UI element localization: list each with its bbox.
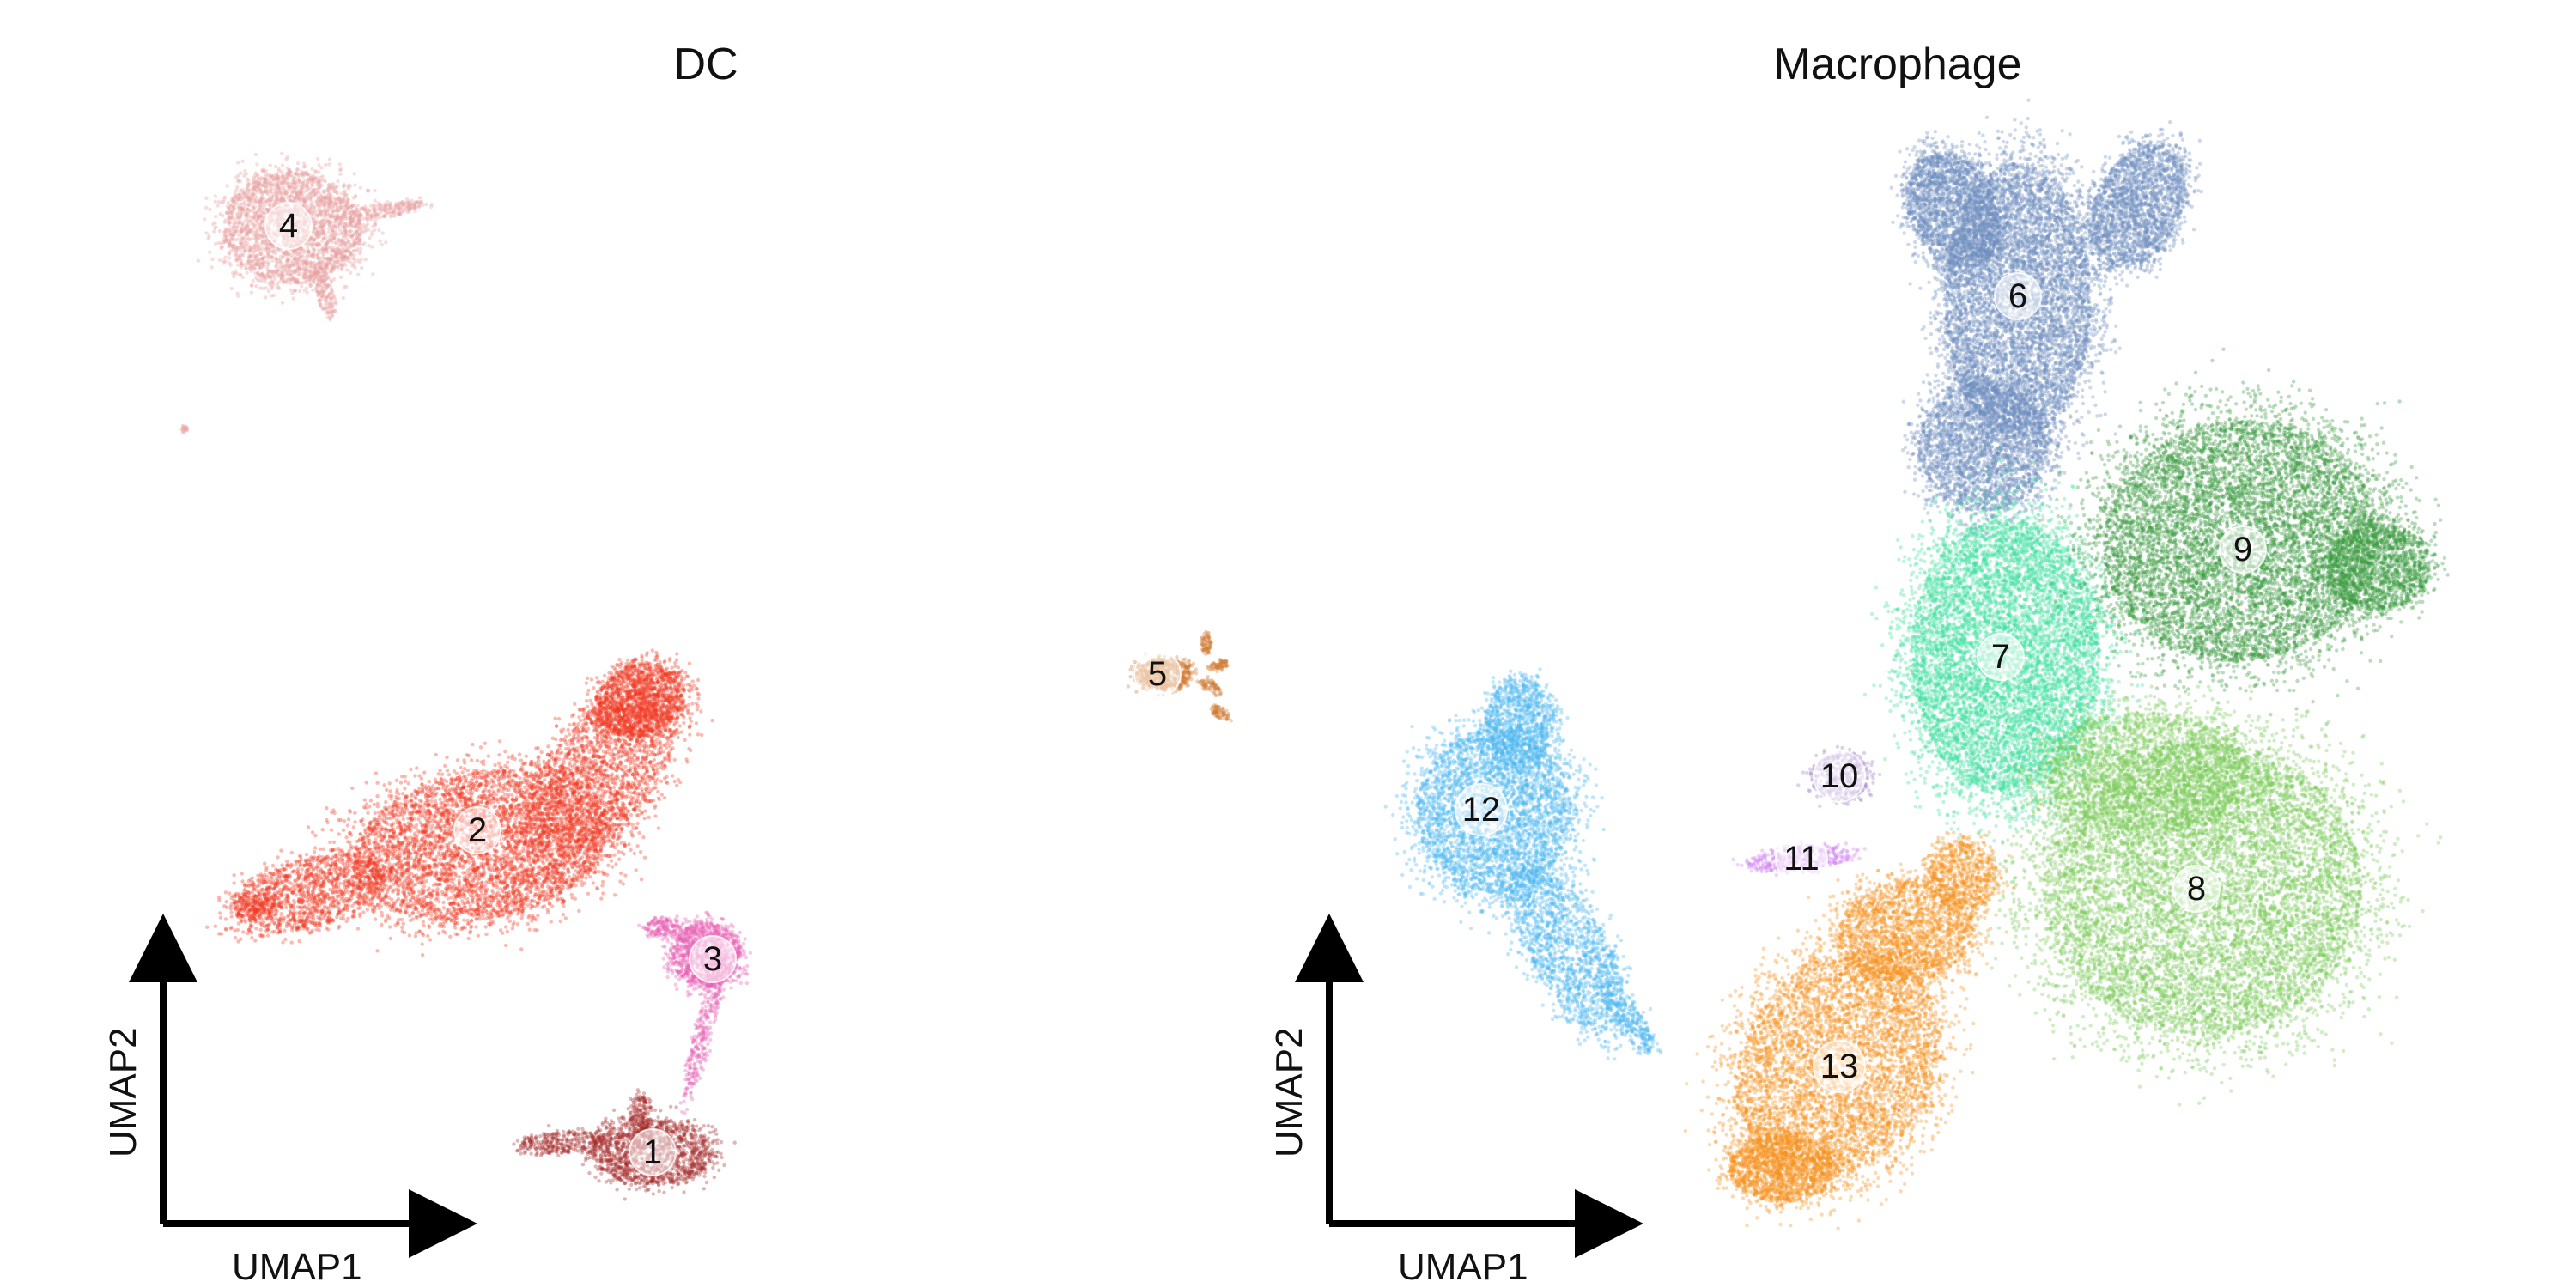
- cluster-label-1: 1: [629, 1129, 676, 1176]
- cluster-2-points: [205, 648, 714, 957]
- cluster-label-text-12: 12: [1462, 791, 1501, 829]
- panel-title-macrophage: Macrophage: [1773, 39, 2021, 89]
- cluster-label-text-2: 2: [468, 811, 487, 849]
- cluster-13-points: [1684, 830, 2015, 1230]
- panel-title-dc: DC: [673, 39, 738, 89]
- ylabel-macrophage: UMAP2: [1268, 1027, 1310, 1157]
- cluster-label-text-5: 5: [1148, 655, 1167, 693]
- cluster-label-text-11: 11: [1783, 840, 1820, 878]
- cluster-12-points: [1384, 667, 1663, 1060]
- cluster-label-text-7: 7: [1991, 638, 2010, 676]
- cluster-label-10: 10: [1814, 750, 1865, 802]
- cluster-label-7: 7: [1978, 634, 2024, 680]
- cluster-label-8: 8: [2173, 866, 2220, 912]
- cluster-label-text-3: 3: [703, 940, 722, 978]
- cluster-label-5: 5: [1134, 651, 1181, 697]
- cluster-label-12: 12: [1455, 784, 1507, 835]
- xlabel-dc: UMAP1: [232, 1246, 362, 1288]
- points-layer: [179, 99, 2450, 1230]
- axes-macrophage: UMAP1 UMAP2: [1268, 969, 1589, 1288]
- cluster-label-text-1: 1: [643, 1133, 662, 1171]
- cluster-label-2: 2: [454, 807, 501, 854]
- cluster-label-text-4: 4: [279, 207, 298, 245]
- cluster-label-9: 9: [2220, 526, 2266, 573]
- cluster-label-text-10: 10: [1820, 757, 1859, 795]
- cluster-label-text-13: 13: [1820, 1048, 1859, 1085]
- axes-dc: UMAP1 UMAP2: [102, 969, 422, 1288]
- cluster-label-text-6: 6: [2008, 277, 2027, 315]
- cluster-label-3: 3: [690, 936, 736, 982]
- cluster-label-text-8: 8: [2187, 870, 2206, 908]
- cluster-4-points: [179, 152, 434, 435]
- cluster-1-points: [512, 1088, 737, 1201]
- cluster-label-13: 13: [1814, 1041, 1865, 1092]
- ylabel-dc: UMAP2: [102, 1027, 144, 1157]
- cluster-label-text-9: 9: [2233, 531, 2252, 568]
- cluster-label-6: 6: [1995, 273, 2041, 319]
- cluster-label-11: 11: [1776, 833, 1827, 884]
- cluster-3-points: [637, 911, 752, 1115]
- cluster-label-4: 4: [265, 203, 312, 249]
- xlabel-macrophage: UMAP1: [1398, 1246, 1528, 1288]
